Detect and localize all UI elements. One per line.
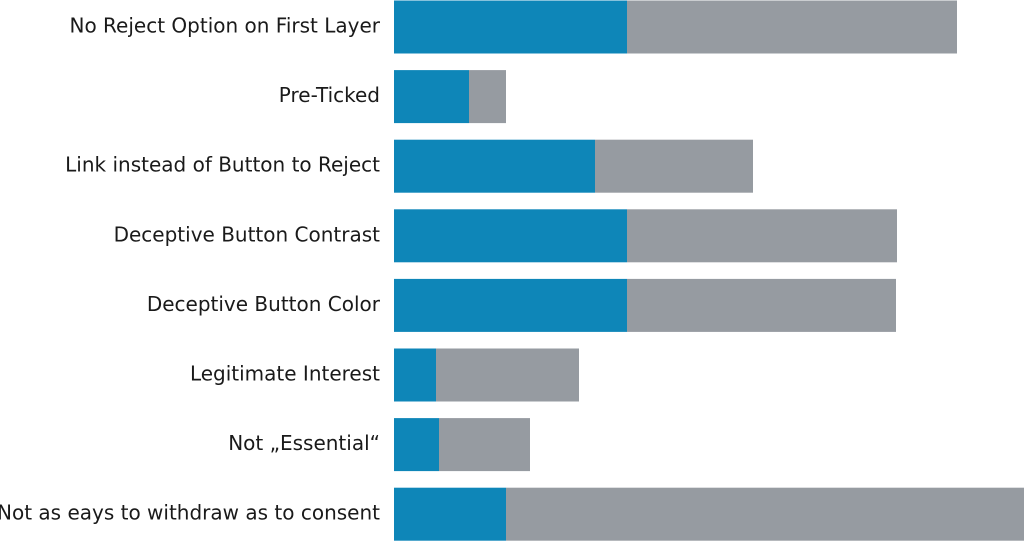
bar-segment <box>439 418 530 472</box>
bar-segment <box>394 209 627 263</box>
bar-segment <box>394 487 506 541</box>
bar-segment <box>469 70 506 124</box>
bar-segment <box>394 0 627 54</box>
bar-segment <box>627 278 896 332</box>
category-label: Pre-Ticked <box>279 83 380 107</box>
bar-segment <box>394 139 595 193</box>
category-label: Legitimate Interest <box>190 362 380 386</box>
bar-segment <box>394 278 627 332</box>
bar-segment <box>436 348 579 402</box>
bar-segment <box>627 209 897 263</box>
bar-segment <box>595 139 753 193</box>
category-label: Link instead of Button to Reject <box>65 153 380 177</box>
category-label: Not „Essential“ <box>228 431 380 455</box>
bar-segment <box>506 487 1024 541</box>
bar-segment <box>627 0 957 54</box>
bar-segment <box>394 418 439 472</box>
category-label: No Reject Option on First Layer <box>70 14 381 38</box>
bar-segment <box>394 70 469 124</box>
category-label: Deceptive Button Color <box>147 292 381 316</box>
category-label: Deceptive Button Contrast <box>114 222 381 246</box>
category-label: Not as eays to withdraw as to consent <box>0 501 380 525</box>
bar-segment <box>394 348 436 402</box>
